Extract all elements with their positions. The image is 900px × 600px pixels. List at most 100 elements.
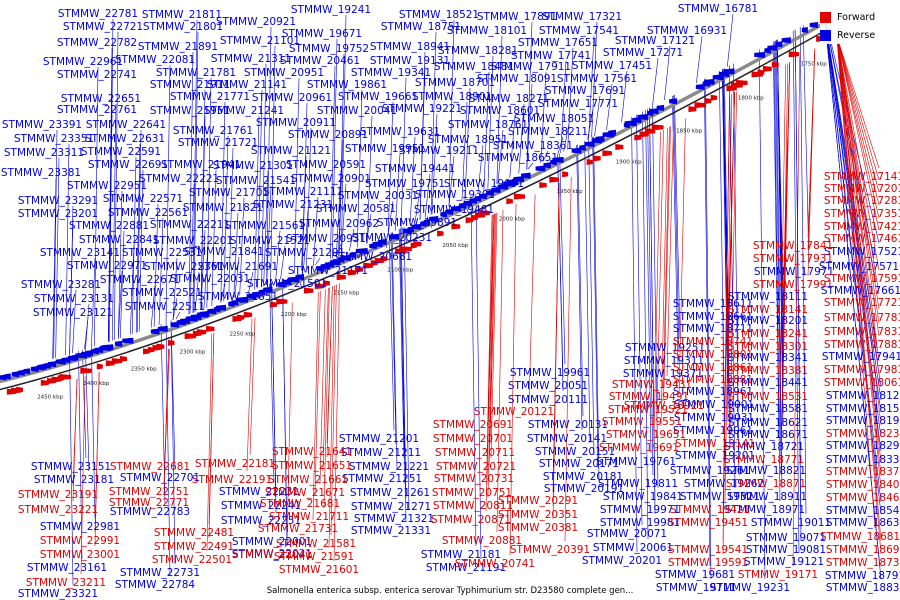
leader-line — [387, 200, 394, 235]
gene-label-reverse: STMMW_19211 — [399, 145, 479, 157]
gene-label-forward: STMMW_19171 — [738, 569, 818, 581]
kbp-tick-label: 2300 kbp — [179, 350, 205, 356]
leader-line — [153, 203, 159, 327]
leader-line — [138, 169, 144, 332]
gene-label-forward: STMMW_20121 — [474, 406, 554, 418]
gene-label-reverse: STMMW_22784 — [115, 579, 196, 591]
gene-label-reverse: STMMW_19631 — [360, 126, 440, 138]
leader-line — [564, 176, 572, 542]
leader-line — [336, 169, 342, 257]
leader-line — [606, 83, 613, 130]
leader-line — [448, 19, 455, 207]
reverse-gene-arrow — [114, 340, 123, 347]
gene-label-reverse: STMMW_22961 — [43, 56, 123, 68]
gene-label-reverse: STMMW_20151 — [535, 446, 615, 458]
gene-label-forward: STMMW_18861 — [673, 362, 753, 374]
leader-line — [591, 21, 598, 138]
leader-line — [799, 26, 807, 515]
gene-label-reverse: STMMW_20171 — [539, 458, 619, 470]
leader-line — [136, 129, 142, 333]
gene-label-reverse: STMMW_18191 — [826, 415, 900, 427]
gene-label-reverse: STMMW_19201 — [675, 450, 755, 462]
gene-label-reverse: STMMW_22841 — [79, 234, 159, 246]
gene-label-reverse: STMMW_21321 — [354, 513, 434, 525]
gene-label-reverse: STMMW_22781 — [58, 8, 138, 20]
gene-label-reverse: STMMW_20921 — [216, 16, 296, 28]
leader-line — [496, 35, 503, 185]
gene-label-reverse: STMMW_18631 — [826, 517, 900, 529]
leader-line — [836, 36, 876, 529]
leader-line — [464, 198, 471, 201]
gene-label-reverse: STMMW_18441 — [728, 377, 808, 389]
gene-label-reverse: STMMW_19661 — [338, 91, 418, 103]
gene-label-reverse: STMMW_18961 — [673, 386, 753, 398]
leader-line — [802, 25, 810, 264]
forward-gene-arrow — [549, 176, 560, 183]
leader-line — [645, 109, 652, 454]
reverse-gene-arrow — [669, 98, 678, 105]
forward-gene-arrow — [735, 79, 748, 86]
leader-line — [518, 103, 525, 174]
forward-gene-arrow — [206, 325, 215, 332]
leader-line — [733, 63, 740, 476]
reverse-gene-arrow — [30, 366, 39, 373]
reverse-gene-arrow — [781, 37, 791, 44]
leader-line — [117, 270, 123, 339]
gene-label-reverse: STMMW_19861 — [307, 79, 387, 91]
gene-label-reverse: STMMW_21761 — [173, 125, 253, 137]
reverse-gene-arrow — [521, 172, 531, 179]
gene-label-forward: STMMW_17991 — [753, 279, 833, 291]
gene-label-forward: STMMW_21581 — [276, 538, 356, 550]
kbp-tick-label: 2450 kbp — [37, 394, 63, 400]
gene-label-forward: STMMW_19521 — [608, 404, 688, 416]
gene-label-reverse: STMMW_17271 — [603, 47, 683, 59]
leader-line — [782, 62, 791, 389]
gene-label-forward: STMMW_23191 — [18, 489, 98, 501]
gene-label-forward: STMMW_20711 — [435, 447, 515, 459]
leader-line — [72, 289, 77, 353]
leader-line — [282, 278, 288, 547]
gene-label-forward: STMMW_17421 — [824, 221, 900, 233]
leader-line — [464, 87, 471, 200]
leader-line — [234, 256, 240, 298]
forward-gene-arrow — [651, 124, 664, 131]
gene-label-reverse: STMMW_18831 — [826, 582, 900, 594]
gene-label-forward: STMMW_17831 — [824, 326, 900, 338]
forward-gene-arrow — [399, 246, 412, 253]
gene-label-reverse: STMMW_18331 — [826, 454, 900, 466]
leader-line — [246, 318, 253, 472]
gene-label-reverse: STMMW_20911 — [256, 117, 336, 129]
reverse-gene-arrow — [775, 41, 783, 48]
reverse-gene-arrow — [704, 78, 715, 85]
leader-line — [394, 153, 401, 231]
leader-line — [330, 65, 336, 259]
reverse-gene-arrow — [479, 193, 487, 200]
leader-line — [758, 49, 766, 580]
leader-line — [78, 351, 83, 560]
forward-gene-arrow — [80, 367, 92, 374]
gene-label-forward: STMMW_20871 — [431, 514, 511, 526]
forward-gene-arrow — [592, 155, 601, 162]
gene-label-forward: STMMW_20721 — [436, 461, 516, 473]
gene-label-reverse: STMMW_19081 — [746, 544, 826, 556]
leader-line — [836, 36, 880, 181]
leader-line — [211, 169, 217, 306]
gene-label-reverse: STMMW_19061 — [673, 425, 753, 437]
leader-line — [836, 36, 880, 310]
gene-label-reverse: STMMW_19311 — [624, 355, 704, 367]
gene-label-forward: STMMW_17931 — [753, 253, 833, 265]
leader-line — [271, 282, 277, 513]
reverse-gene-arrow — [571, 147, 582, 154]
leader-line — [266, 26, 272, 285]
gene-label-reverse: STMMW_23311 — [4, 147, 84, 159]
leader-line — [135, 143, 141, 333]
leader-line — [339, 53, 345, 256]
leader-line — [563, 123, 570, 152]
leader-line — [705, 78, 712, 580]
reverse-gene-arrow — [754, 51, 766, 58]
leader-line — [313, 196, 319, 266]
gene-label-reverse: STMMW_21821 — [183, 202, 263, 214]
leader-line — [526, 83, 533, 170]
gene-label-reverse: STMMW_21301 — [213, 160, 293, 172]
